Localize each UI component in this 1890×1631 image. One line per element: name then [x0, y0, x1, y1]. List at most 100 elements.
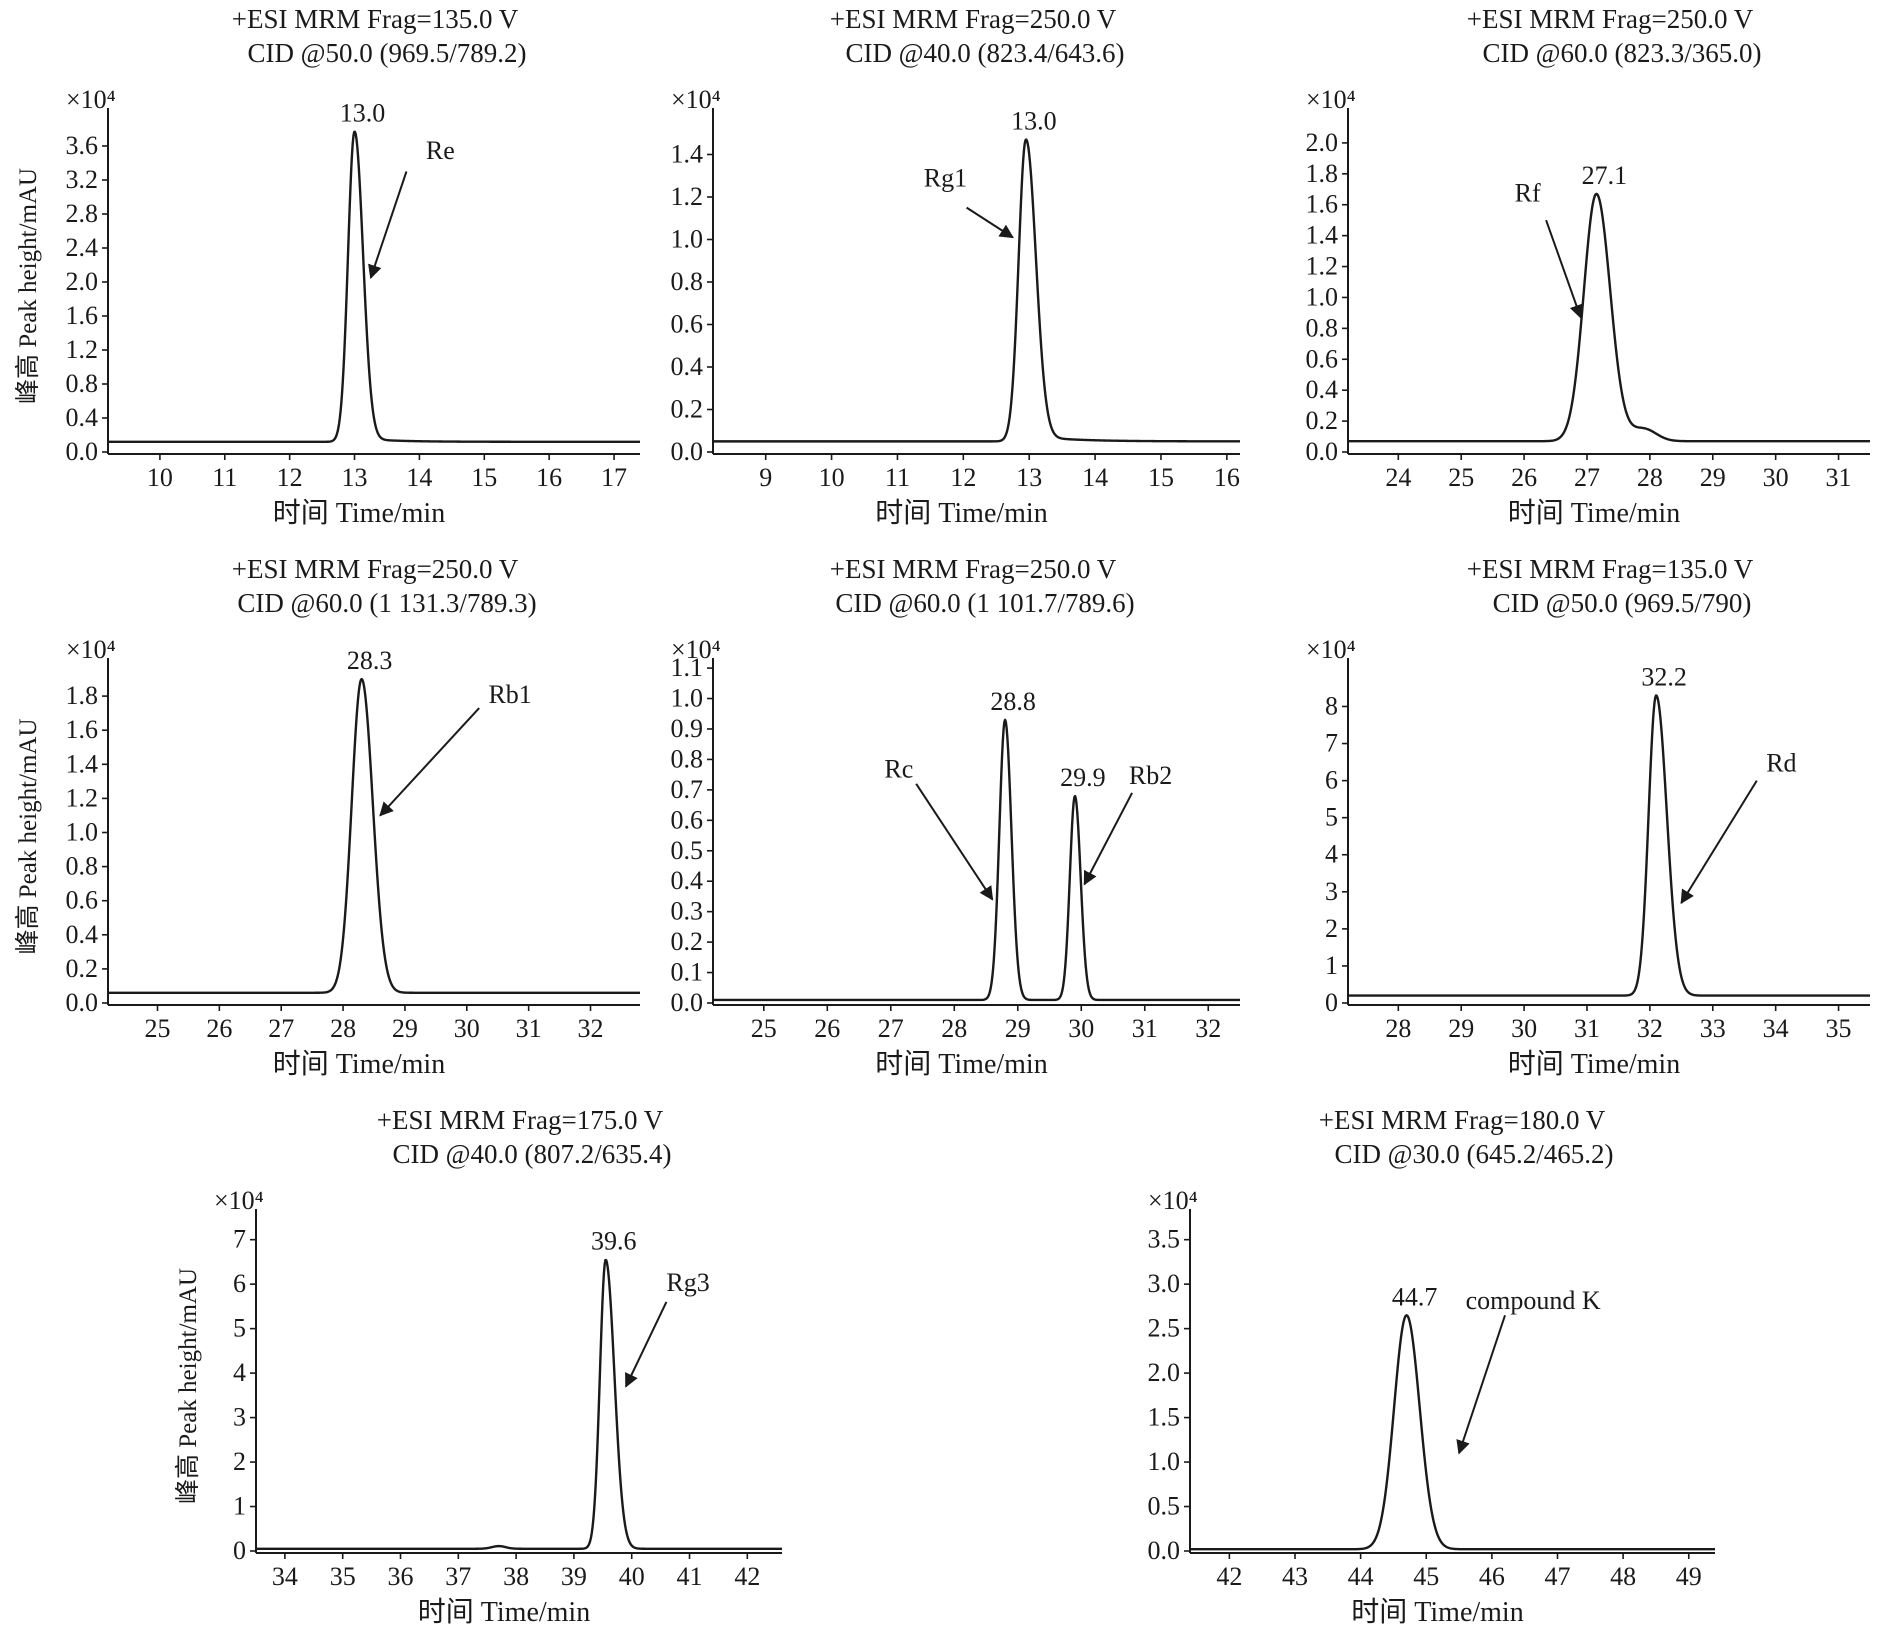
y-tick-label: 7 [1325, 729, 1338, 758]
y-tick-label: 3.6 [66, 131, 99, 160]
y-tick-label: 1.0 [66, 818, 99, 847]
compound-label: Rd [1766, 748, 1796, 777]
x-tick-label: 29 [392, 1014, 418, 1043]
x-tick-label: 11 [885, 463, 910, 492]
y-tick-label: 6 [1325, 766, 1338, 795]
x-tick-label: 30 [1763, 463, 1789, 492]
annotation-arrow [1456, 1314, 1506, 1455]
y-tick-label: 1.2 [1306, 252, 1339, 281]
x-tick-label: 24 [1385, 463, 1411, 492]
x-tick-label: 30 [454, 1014, 480, 1043]
chart-panel-6: +ESI MRM Frag=135.0 V CID @50.0 (969.5/79… [1306, 554, 1871, 1080]
x-tick-label: 17 [601, 463, 627, 492]
annotation-arrow [368, 171, 408, 280]
x-tick-label: 44 [1348, 1562, 1374, 1591]
peak-rt-label: 28.3 [347, 646, 393, 675]
x-axis-label: 时间 Time/min [273, 497, 445, 529]
chart-title: +ESI MRM Frag=250.0 V [830, 4, 1117, 34]
x-tick-label: 26 [1511, 463, 1537, 492]
y-tick-label: 0 [233, 1536, 246, 1565]
x-tick-label: 31 [1826, 463, 1852, 492]
y-tick-label: 1.4 [1306, 221, 1339, 250]
x-axis-label: 时间 Time/min [1508, 497, 1680, 529]
chart-title: +ESI MRM Frag=175.0 V [377, 1105, 664, 1135]
chart-panel-4: +ESI MRM Frag=250.0 V CID @60.0 (1 131.3/… [14, 554, 641, 1080]
y-tick-label: 0.4 [671, 352, 704, 381]
y-tick-label: 5 [1325, 803, 1338, 832]
y-tick-label: 1.4 [66, 749, 99, 778]
chart-title: +ESI MRM Frag=250.0 V [830, 554, 1117, 584]
x-tick-label: 15 [471, 463, 497, 492]
compound-label: Re [426, 136, 455, 165]
y-tick-label: 0.6 [671, 805, 704, 834]
y-tick-label: 2 [1325, 914, 1338, 943]
peak-rt-label: 27.1 [1582, 161, 1628, 190]
y-tick-label: 0.0 [671, 437, 704, 466]
x-tick-label: 25 [144, 1014, 170, 1043]
y-tick-label: 0.1 [671, 958, 704, 987]
x-tick-label: 28 [330, 1014, 356, 1043]
x-tick-label: 46 [1479, 1562, 1505, 1591]
chart-title: +ESI MRM Frag=250.0 V [1467, 4, 1754, 34]
peak-rt-label: 28.8 [990, 687, 1036, 716]
x-tick-label: 29 [1448, 1014, 1474, 1043]
y-tick-label: 2 [233, 1447, 246, 1476]
annotation-arrow [915, 783, 994, 901]
x-tick-label: 32 [1637, 1014, 1663, 1043]
x-axis-label: 时间 Time/min [273, 1048, 445, 1080]
y-tick-label: 2.5 [1148, 1314, 1181, 1343]
x-tick-label: 15 [1148, 463, 1174, 492]
x-tick-label: 34 [1763, 1014, 1789, 1043]
x-axis-label: 时间 Time/min [1351, 1596, 1523, 1628]
chromatogram-trace [712, 138, 1241, 443]
y-tick-label: 3 [233, 1403, 246, 1432]
annotation-arrow [379, 707, 480, 817]
chart-subtitle: CID @60.0 (1 101.7/789.6) [835, 588, 1134, 618]
y-tick-label: 0.2 [66, 954, 99, 983]
y-tick-label: 0.0 [1306, 437, 1339, 466]
x-axis-label: 时间 Time/min [875, 497, 1047, 529]
x-tick-label: 28 [941, 1014, 967, 1043]
y-tick-label: 0.8 [1306, 313, 1339, 342]
y-tick-label: 0.8 [671, 744, 704, 773]
y-tick-label: 0.2 [1306, 406, 1339, 435]
annotation-arrow [625, 1301, 668, 1388]
y-tick-label: 0.2 [671, 395, 704, 424]
chromatogram-trace [1347, 694, 1871, 997]
x-tick-label: 28 [1637, 463, 1663, 492]
x-tick-label: 27 [268, 1014, 294, 1043]
y-tick-label: 2.8 [66, 199, 99, 228]
peak-rt-label: 29.9 [1060, 763, 1106, 792]
peak-rt-label: 44.7 [1392, 1282, 1438, 1311]
y-tick-label: 2.0 [66, 267, 99, 296]
x-tick-label: 29 [1700, 463, 1726, 492]
y-tick-label: 1.6 [1306, 190, 1339, 219]
peak-rt-label: 13.0 [1011, 107, 1057, 136]
x-tick-label: 16 [1214, 463, 1240, 492]
x-tick-label: 11 [212, 463, 237, 492]
y-tick-label: 0.9 [671, 714, 704, 743]
y-tick-label: 5 [233, 1314, 246, 1343]
x-tick-label: 47 [1545, 1562, 1571, 1591]
y-tick-label: 6 [233, 1269, 246, 1298]
y-tick-label: 3 [1325, 877, 1338, 906]
x-tick-label: 35 [330, 1562, 356, 1591]
compound-label: Rf [1515, 179, 1541, 208]
compound-label: Rg3 [666, 1268, 709, 1297]
x-tick-label: 48 [1610, 1562, 1636, 1591]
chart-title: +ESI MRM Frag=180.0 V [1319, 1105, 1606, 1135]
x-tick-label: 30 [1068, 1014, 1094, 1043]
chart-title: +ESI MRM Frag=135.0 V [1467, 554, 1754, 584]
y-tick-label: 0.0 [1148, 1536, 1181, 1565]
x-tick-label: 33 [1700, 1014, 1726, 1043]
chart-subtitle: CID @50.0 (969.5/790) [1493, 588, 1752, 618]
x-tick-label: 31 [516, 1014, 542, 1043]
chart-title: +ESI MRM Frag=135.0 V [232, 4, 519, 34]
y-tick-label: 0.8 [66, 369, 99, 398]
y-tick-label: 1.8 [1306, 159, 1339, 188]
y-tick-label: 2.4 [66, 233, 99, 262]
y-axis-label: 峰高 Peak height/mAU [14, 718, 42, 954]
peak-rt-label: 32.2 [1641, 662, 1687, 691]
x-tick-label: 32 [578, 1014, 604, 1043]
